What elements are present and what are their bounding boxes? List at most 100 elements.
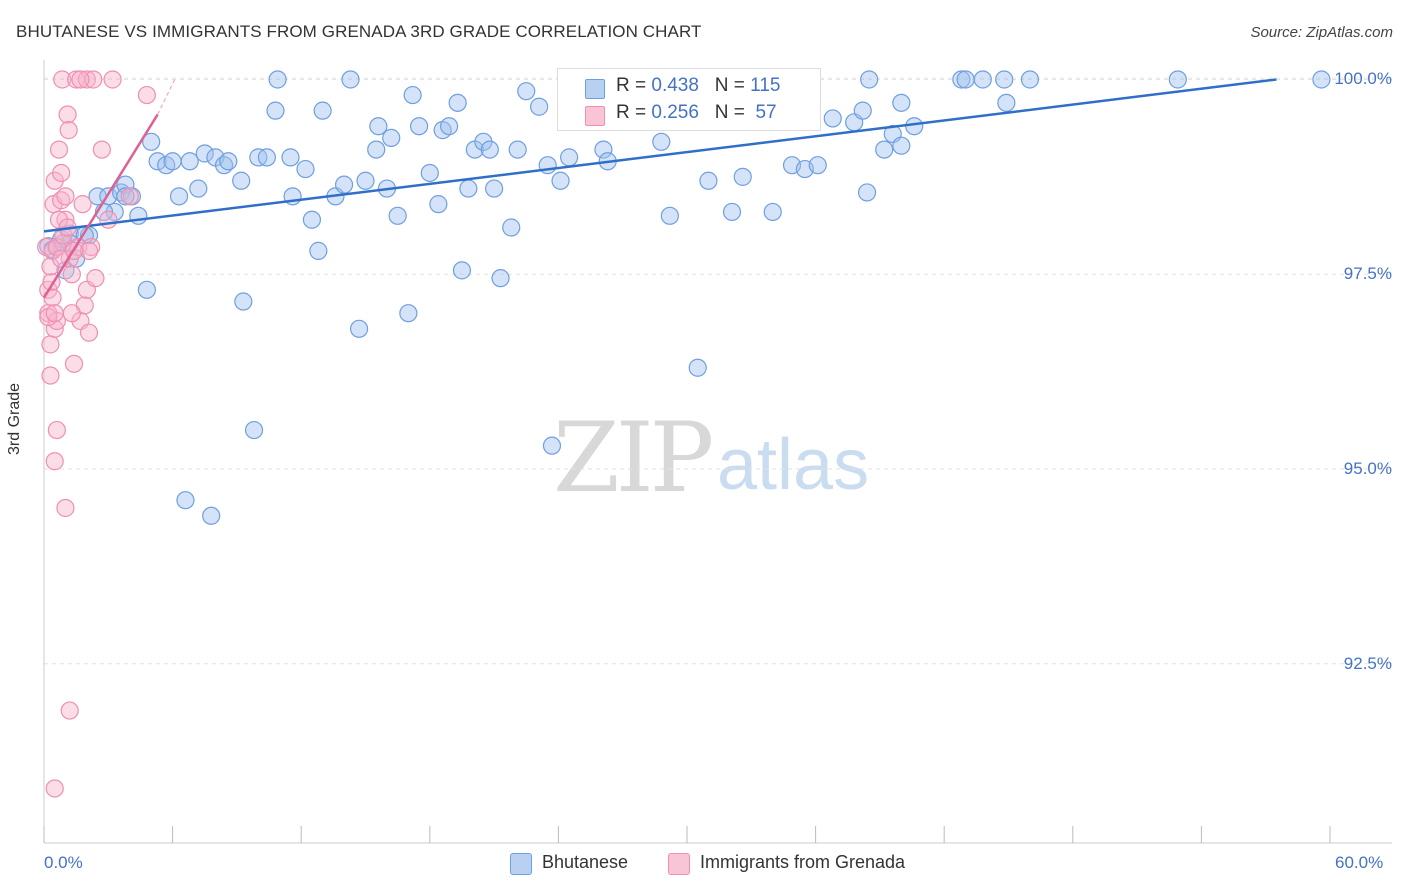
point-bhutanese [439,117,459,136]
point-bhutanese [429,195,448,214]
point-grenada [99,210,118,229]
point-bhutanese [905,117,924,136]
point-grenada [137,85,156,105]
point-grenada [73,195,92,214]
point-grenada [56,498,75,518]
point-grenada [79,241,99,260]
point-bhutanese [823,109,842,128]
legend-r-label: R = [616,102,647,123]
point-bhutanese [148,152,167,171]
point-bhutanese [853,101,872,120]
point-bhutanese [480,140,499,159]
point-bhutanese [281,148,300,167]
point-bhutanese [660,206,679,225]
point-bhutanese [860,70,879,89]
point-bhutanese [485,179,504,198]
point-grenada [45,452,64,471]
point-bhutanese [1168,70,1187,89]
chart-source: Source: ZipAtlas.com [1250,24,1393,41]
point-bhutanese [699,171,718,190]
point-grenada [62,304,81,323]
trend-line-bhutanese [43,78,1277,233]
point-bhutanese [268,70,287,89]
point-bhutanese [892,93,911,112]
stats-legend: R = 0.438 N = 115 R = 0.256 N = 57 [557,68,821,131]
point-grenada [49,140,69,159]
point-bhutanese [341,70,360,89]
point-grenada [79,323,99,342]
bottom-legend-label-grenada: Immigrants from Grenada [700,852,906,872]
bottom-legend-label-bhutanese: Bhutanese [542,852,629,872]
point-bhutanese [1020,70,1040,89]
point-bhutanese [202,506,221,525]
point-bhutanese [296,159,315,179]
point-bhutanese [137,280,156,299]
legend-n-value: 57 [755,102,777,123]
point-bhutanese [142,132,161,151]
chart-title: BHUTANESE VS IMMIGRANTS FROM GRENADA 3RD… [16,22,702,41]
point-grenada [45,779,64,798]
point-grenada [92,140,111,159]
trend-lines [42,78,1277,299]
point-bhutanese [399,304,418,323]
point-bhutanese [875,140,894,159]
y-tick-label: 97.5% [1343,264,1392,284]
point-grenada [60,701,79,720]
point-grenada [52,163,71,183]
point-grenada [56,187,75,206]
legend-swatch-grenada [585,106,605,126]
axes [43,60,1392,844]
point-bhutanese [722,202,742,222]
point-bhutanese [452,261,472,280]
point-bhutanese [244,420,264,440]
watermark-atlas: atlas [717,425,870,505]
legend-r-label: R = [616,75,647,96]
point-bhutanese [334,175,354,194]
point-bhutanese [234,292,253,311]
point-bhutanese [952,70,971,89]
point-bhutanese [508,140,527,159]
point-bhutanese [551,171,570,190]
legend-r-value: 0.256 [651,102,699,123]
point-grenada [59,121,78,140]
point-bhutanese [382,128,401,148]
point-bhutanese [594,140,613,159]
point-grenada [47,237,66,257]
legend-r-value: 0.438 [651,75,699,96]
series-bhutanese [39,70,1331,525]
point-bhutanese [169,187,189,206]
point-bhutanese [409,117,429,136]
point-bhutanese [219,152,238,171]
point-bhutanese [367,140,386,159]
point-grenada [103,70,122,89]
point-grenada [77,70,96,89]
point-bhutanese [542,436,562,455]
legend-n-label: N = [714,102,745,123]
point-bhutanese [448,93,467,112]
point-grenada [64,354,84,373]
point-bhutanese [163,152,182,171]
point-bhutanese [517,82,536,101]
point-bhutanese [459,179,478,198]
point-bhutanese [652,132,671,151]
watermark-zip: ZIP [553,402,714,514]
point-grenada [62,265,81,284]
legend-swatch-bhutanese [585,79,605,99]
point-grenada [47,420,66,440]
point-bhutanese [560,148,579,167]
series-grenada [37,70,156,798]
point-bhutanese [403,85,422,105]
point-bhutanese [176,491,195,510]
point-bhutanese [189,179,208,198]
point-bhutanese [302,210,322,229]
point-grenada [58,105,77,124]
point-bhutanese [313,101,332,120]
point-bhutanese [688,358,707,377]
point-bhutanese [257,148,277,167]
point-bhutanese [892,136,911,155]
point-bhutanese [266,101,285,120]
y-tick-label: 92.5% [1343,653,1392,673]
bottom-legend-swatch-bhutanese [510,853,532,875]
point-bhutanese [180,152,199,171]
